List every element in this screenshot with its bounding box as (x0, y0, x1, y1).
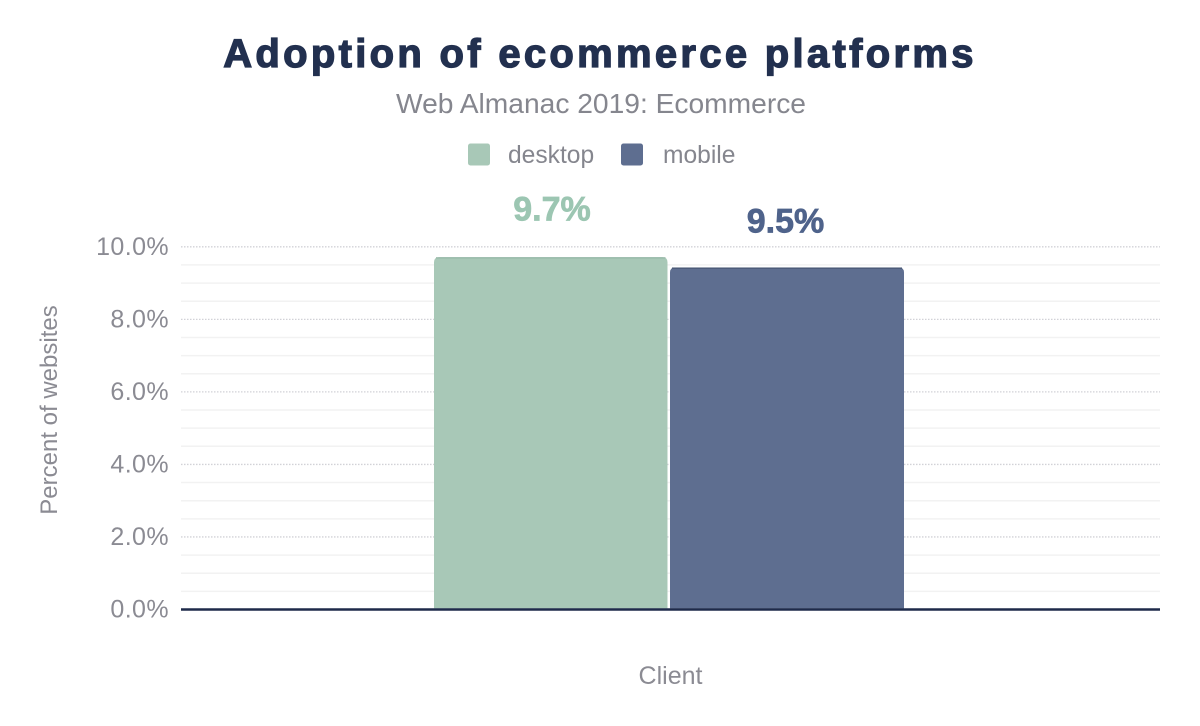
svg-text:2.0%: 2.0% (110, 523, 169, 551)
svg-text:Percent of websites: Percent of websites (36, 305, 63, 514)
svg-text:mobile: mobile (663, 142, 735, 169)
svg-text:0.0%: 0.0% (110, 596, 169, 624)
svg-text:Adoption of ecommerce platform: Adoption of ecommerce platforms (223, 32, 977, 76)
svg-text:10.0%: 10.0% (96, 233, 169, 261)
svg-text:9.5%: 9.5% (747, 203, 825, 241)
svg-text:desktop: desktop (508, 142, 594, 169)
svg-text:Client: Client (639, 662, 703, 690)
svg-text:4.0%: 4.0% (110, 451, 169, 479)
svg-text:9.7%: 9.7% (513, 191, 591, 229)
svg-text:Web Almanac 2019: Ecommerce: Web Almanac 2019: Ecommerce (396, 87, 806, 119)
svg-text:6.0%: 6.0% (110, 378, 169, 406)
svg-text:8.0%: 8.0% (110, 306, 169, 334)
